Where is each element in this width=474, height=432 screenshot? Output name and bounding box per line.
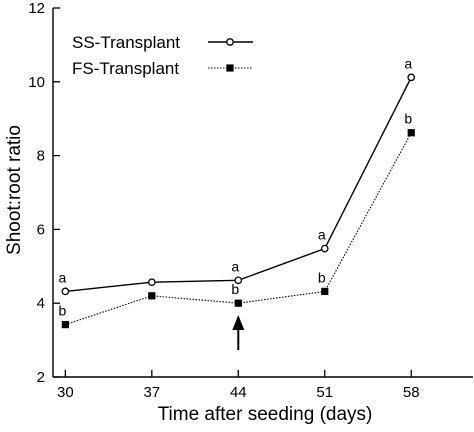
legend-marker xyxy=(226,38,234,46)
x-tick-label: 44 xyxy=(230,384,247,401)
arrow-annotation xyxy=(232,315,245,350)
significance-label: a xyxy=(404,55,412,71)
annotation-layer xyxy=(232,315,245,350)
significance-label: b xyxy=(231,281,239,297)
data-point xyxy=(61,321,69,329)
significance-label: a xyxy=(58,269,66,285)
data-point xyxy=(321,287,329,295)
significance-label: a xyxy=(231,258,239,274)
arrow-head xyxy=(232,315,245,330)
y-tick-label: 8 xyxy=(37,148,45,165)
legend-marker xyxy=(226,64,234,72)
y-tick-label: 4 xyxy=(37,295,45,312)
legend-label: FS-Transplant xyxy=(72,59,179,78)
significance-label: b xyxy=(404,111,412,127)
data-point xyxy=(148,292,156,300)
y-tick-label: 2 xyxy=(37,369,45,386)
data-point xyxy=(234,276,243,285)
data-point xyxy=(61,287,70,296)
y-tick-label: 6 xyxy=(37,221,45,238)
data-point xyxy=(234,299,242,307)
data-point xyxy=(147,278,156,287)
legend: SS-Transplant FS-Transplant xyxy=(72,33,253,78)
ticks: 2 4 6 8 10 12 30 37 44 51 58 xyxy=(28,0,419,401)
axes xyxy=(52,8,473,378)
legend-label: SS-Transplant xyxy=(72,33,180,52)
y-tick-label: 10 xyxy=(28,74,45,91)
data-point xyxy=(407,73,416,82)
series-ss-transplant: a a a a xyxy=(58,55,416,296)
significance-label: b xyxy=(318,269,326,285)
x-axis-title: Time after seeding (days) xyxy=(158,404,373,425)
significance-label: a xyxy=(318,227,326,243)
significance-label: b xyxy=(58,303,66,319)
y-tick-label: 12 xyxy=(28,0,45,17)
x-tick-label: 37 xyxy=(143,384,160,401)
x-tick-label: 30 xyxy=(57,384,74,401)
y-axis-title: Shoot:root ratio xyxy=(4,125,25,255)
x-tick-label: 51 xyxy=(316,384,333,401)
data-point xyxy=(407,129,415,137)
series-fs-transplant: b b b b xyxy=(58,111,415,329)
x-tick-label: 58 xyxy=(403,384,420,401)
data-point xyxy=(320,244,329,253)
